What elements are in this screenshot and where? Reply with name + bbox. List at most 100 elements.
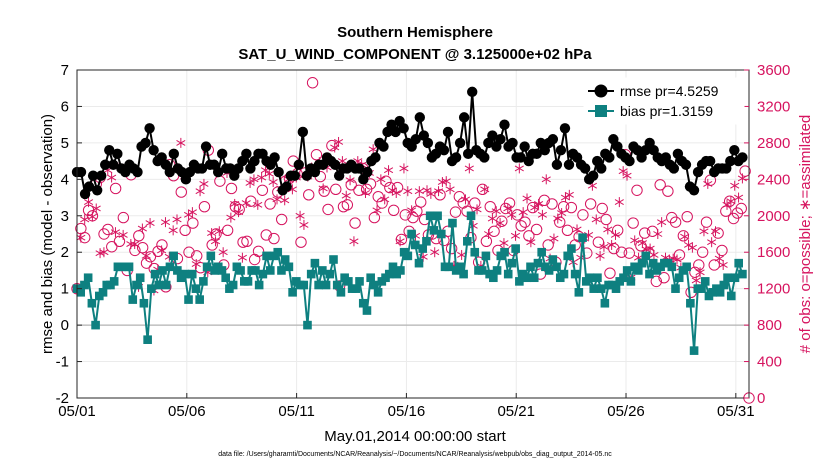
obs-possible-point (623, 247, 635, 259)
obs-possible-point (515, 220, 527, 232)
asterisk-stroke (226, 214, 236, 221)
data-point (589, 284, 599, 293)
obs-possible-point (109, 182, 122, 195)
obs-possible-point (700, 216, 713, 228)
obs-assimilated-point (733, 192, 744, 203)
obs-assimilated-point (649, 249, 659, 260)
obs-possible-point (106, 241, 118, 253)
asterisk-stroke (426, 190, 436, 197)
data-point (726, 291, 736, 301)
data-point (184, 295, 193, 304)
asterisk-stroke (383, 167, 394, 174)
obs-assimilated-point (726, 196, 736, 207)
obs-possible-point (434, 189, 446, 201)
asterisk-stroke (614, 199, 624, 206)
data-point (738, 269, 747, 279)
data-point (195, 295, 204, 304)
data-point (587, 170, 599, 181)
data-point (500, 247, 509, 257)
data-point (410, 240, 420, 250)
obs-assimilated-point (360, 188, 371, 198)
y-tick-label-right: 1200 (757, 281, 790, 298)
data-point (526, 262, 535, 272)
x-tick-label: 05/16 (388, 403, 426, 420)
obs-possible-point (79, 231, 91, 244)
obs-assimilated-point (518, 207, 528, 218)
data-point (433, 211, 442, 221)
data-point (729, 144, 740, 156)
data-point (487, 130, 498, 141)
obs-assimilated-point (318, 183, 328, 194)
obs-possible-point (542, 239, 554, 251)
obs-possible-point (658, 272, 670, 284)
data-point (112, 148, 123, 160)
asterisk-stroke (160, 219, 171, 226)
data-point (358, 298, 368, 308)
data-point (737, 152, 748, 163)
asterisk-stroke (480, 186, 490, 193)
asterisk-stroke (110, 229, 121, 236)
data-point (725, 155, 736, 167)
data-point (547, 134, 559, 145)
obs-possible-point (349, 217, 361, 229)
obs-possible-point (708, 259, 720, 271)
obs-assimilated-point (407, 205, 417, 216)
asterisk-stroke (141, 252, 151, 259)
data-point (344, 277, 353, 286)
obs-possible-point (113, 235, 126, 247)
x-axis-label: May.01,2014 00:00:00 start (324, 428, 506, 445)
y-tick-label-left: 6 (61, 98, 69, 115)
data-point (202, 262, 212, 272)
data-point (734, 258, 743, 268)
data-point (158, 266, 167, 275)
y-tick-label-left: 2 (61, 244, 69, 261)
asterisk-stroke (530, 204, 540, 211)
data-point (269, 152, 280, 163)
obs-assimilated-point (199, 178, 209, 189)
asterisk-stroke (653, 231, 663, 237)
obs-assimilated-point (572, 224, 582, 235)
data-point (104, 144, 115, 156)
obs-possible-point (237, 236, 249, 248)
obs-assimilated-point (245, 177, 255, 188)
asterisk-stroke (695, 269, 705, 276)
obs-possible-point (527, 201, 539, 214)
asterisk-stroke (441, 178, 451, 185)
obs-possible-point (330, 183, 342, 196)
obs-assimilated-point (195, 186, 205, 197)
asterisk-stroke (345, 177, 355, 184)
data-point (515, 152, 526, 163)
data-point (388, 262, 398, 272)
data-point (241, 148, 252, 160)
data-point (390, 126, 401, 138)
obs-assimilated-point (514, 163, 524, 174)
data-point (552, 262, 561, 272)
asterisk-stroke (253, 201, 263, 208)
data-point (362, 166, 373, 178)
data-point (297, 126, 309, 138)
data-point (148, 144, 159, 156)
asterisk-stroke (526, 239, 536, 246)
obs-assimilated-point (333, 136, 344, 147)
obs-assimilated-point (687, 242, 697, 253)
data-point (481, 251, 491, 261)
asterisk-stroke (495, 220, 505, 226)
obs-assimilated-point (107, 172, 117, 183)
data-point (254, 280, 264, 290)
asterisk-stroke (264, 170, 274, 177)
obs-possible-point (221, 224, 234, 237)
data-point (262, 251, 271, 261)
y-tick-label-right: 3200 (757, 98, 790, 115)
data-point (555, 144, 567, 156)
asterisk-stroke (330, 144, 340, 151)
obs-assimilated-point (557, 208, 567, 219)
obs-possible-point (476, 183, 489, 196)
data-point (668, 163, 680, 174)
asterisk-stroke (487, 215, 497, 222)
obs-possible-point (677, 230, 690, 242)
obs-assimilated-point (168, 225, 178, 236)
obs-assimilated-point (603, 224, 613, 235)
obs-assimilated-point (141, 250, 151, 261)
data-point (559, 269, 569, 279)
